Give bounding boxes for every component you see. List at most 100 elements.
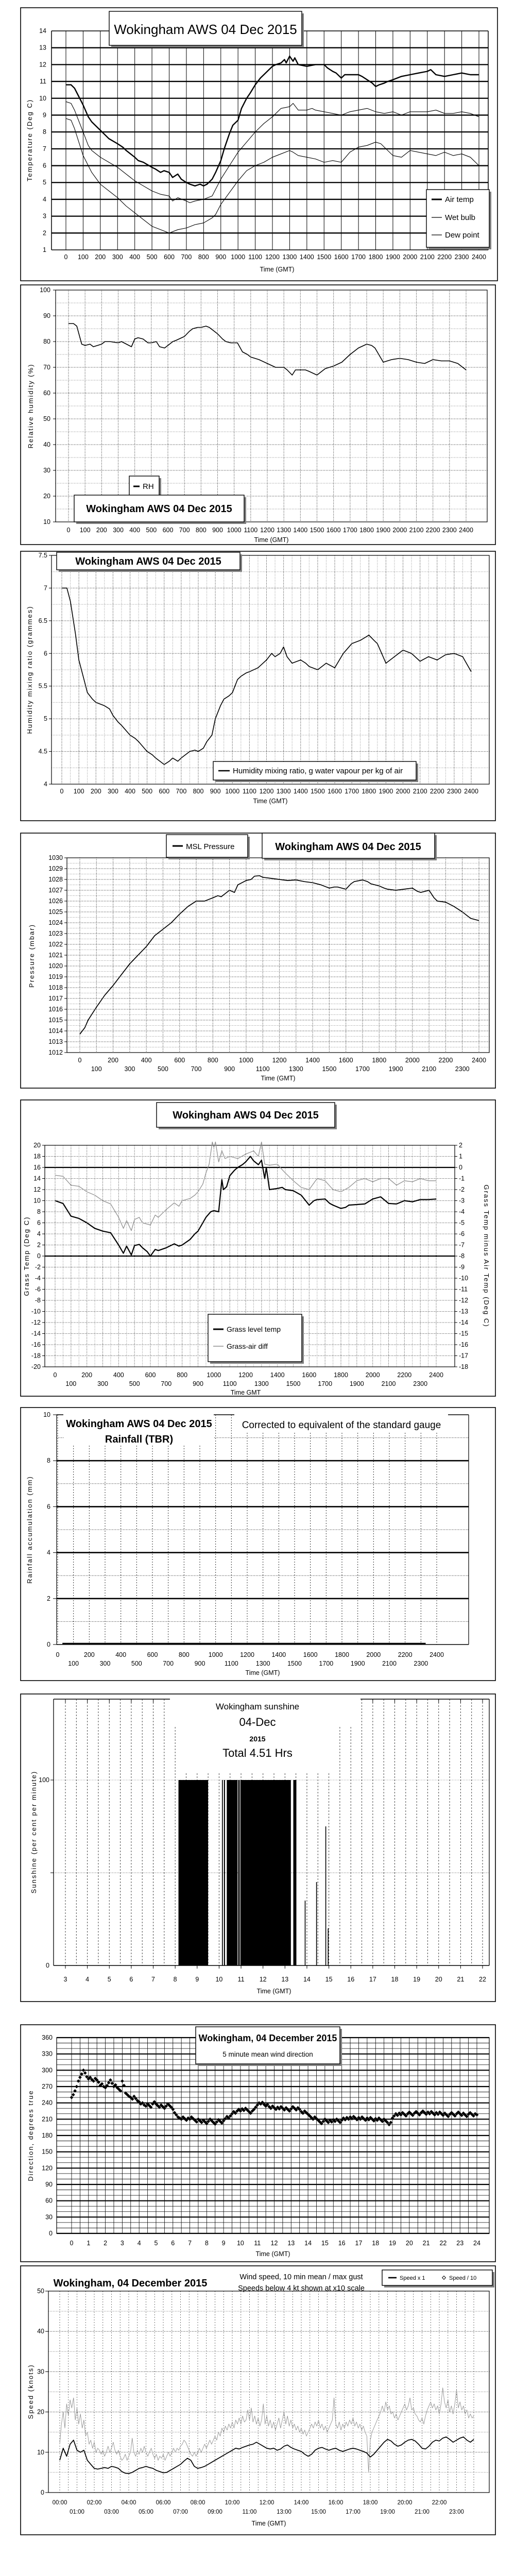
svg-text:Grass level temp: Grass level temp bbox=[227, 1325, 281, 1333]
svg-text:1500: 1500 bbox=[311, 788, 325, 795]
svg-text:1800: 1800 bbox=[334, 1371, 348, 1379]
svg-text:1900: 1900 bbox=[389, 1065, 403, 1073]
svg-text:600: 600 bbox=[147, 1651, 158, 1658]
svg-text:100: 100 bbox=[80, 527, 91, 534]
svg-text:13: 13 bbox=[281, 1976, 288, 1983]
svg-text:20: 20 bbox=[406, 2240, 413, 2247]
svg-text:21:00: 21:00 bbox=[415, 2509, 430, 2515]
svg-text:1600: 1600 bbox=[339, 1057, 353, 1064]
svg-text:40: 40 bbox=[43, 441, 50, 448]
svg-text:600: 600 bbox=[174, 1057, 185, 1064]
svg-text:2300: 2300 bbox=[414, 1660, 428, 1667]
svg-text:-10: -10 bbox=[459, 1275, 468, 1282]
svg-text:2300: 2300 bbox=[455, 253, 469, 261]
svg-text:2100: 2100 bbox=[409, 527, 424, 534]
svg-text:5: 5 bbox=[108, 1976, 111, 1983]
svg-text:23: 23 bbox=[456, 2240, 464, 2247]
svg-text:1300: 1300 bbox=[283, 253, 297, 261]
svg-text:Time (GMT): Time (GMT) bbox=[256, 2250, 290, 2258]
svg-text:1600: 1600 bbox=[303, 1651, 318, 1658]
svg-text:2: 2 bbox=[43, 229, 46, 236]
svg-text:0: 0 bbox=[54, 1371, 57, 1379]
svg-text:4: 4 bbox=[85, 1976, 89, 1983]
svg-text:300: 300 bbox=[100, 1660, 111, 1667]
svg-text:Humidity mixing ratio, g water: Humidity mixing ratio, g water vapour pe… bbox=[233, 767, 403, 775]
svg-text:1021: 1021 bbox=[48, 952, 63, 959]
svg-text:1700: 1700 bbox=[355, 1065, 370, 1073]
svg-text:Wind speed, 10 min mean / max: Wind speed, 10 min mean / max gust bbox=[239, 2273, 363, 2281]
svg-text:2: 2 bbox=[37, 1242, 41, 1249]
svg-text:06:00: 06:00 bbox=[156, 2500, 171, 2506]
svg-text:1800: 1800 bbox=[362, 788, 376, 795]
svg-text:1200: 1200 bbox=[265, 253, 280, 261]
svg-text:1400: 1400 bbox=[270, 1371, 285, 1379]
svg-text:Time (GMT): Time (GMT) bbox=[254, 536, 289, 544]
svg-text:900: 900 bbox=[193, 1380, 203, 1387]
svg-text:1600: 1600 bbox=[328, 788, 342, 795]
svg-text:1022: 1022 bbox=[48, 941, 63, 948]
svg-text:2100: 2100 bbox=[382, 1660, 397, 1667]
svg-text:2100: 2100 bbox=[420, 253, 435, 261]
svg-text:Grass Temp minus Air Temp (Deg: Grass Temp minus Air Temp (Deg C) bbox=[483, 1184, 490, 1327]
svg-text:2200: 2200 bbox=[437, 253, 452, 261]
svg-text:2400: 2400 bbox=[464, 788, 478, 795]
svg-text:1100: 1100 bbox=[223, 1380, 237, 1387]
svg-text:2100: 2100 bbox=[422, 1065, 436, 1073]
svg-text:Rainfall (TBR): Rainfall (TBR) bbox=[105, 1434, 173, 1445]
svg-text:500: 500 bbox=[146, 527, 157, 534]
svg-text:1900: 1900 bbox=[350, 1380, 364, 1387]
svg-text:400: 400 bbox=[125, 788, 135, 795]
svg-text:800: 800 bbox=[179, 1651, 190, 1658]
svg-text:210: 210 bbox=[42, 2115, 53, 2123]
svg-text:2200: 2200 bbox=[430, 788, 444, 795]
svg-text:1300: 1300 bbox=[277, 527, 291, 534]
svg-text:8: 8 bbox=[205, 2240, 209, 2247]
svg-text:7: 7 bbox=[43, 145, 46, 152]
svg-text:700: 700 bbox=[163, 1660, 174, 1667]
svg-text:15: 15 bbox=[321, 2240, 329, 2247]
svg-text:1900: 1900 bbox=[351, 1660, 365, 1667]
svg-text:360: 360 bbox=[42, 2034, 53, 2041]
svg-text:0: 0 bbox=[47, 1641, 50, 1648]
svg-text:0: 0 bbox=[70, 2240, 74, 2247]
svg-text:1018: 1018 bbox=[48, 984, 63, 991]
svg-text:11: 11 bbox=[238, 1976, 245, 1983]
svg-text:400: 400 bbox=[141, 1057, 152, 1064]
svg-text:18: 18 bbox=[372, 2240, 379, 2247]
svg-text:-12: -12 bbox=[31, 1319, 41, 1326]
svg-text:30: 30 bbox=[37, 2368, 44, 2375]
svg-text:0: 0 bbox=[46, 1962, 49, 1969]
svg-text:200: 200 bbox=[84, 1651, 95, 1658]
svg-text:6: 6 bbox=[129, 1976, 133, 1983]
svg-text:Time (GMT): Time (GMT) bbox=[253, 798, 288, 805]
svg-text:20:00: 20:00 bbox=[398, 2500, 413, 2506]
svg-text:14: 14 bbox=[304, 2240, 312, 2247]
svg-text:1500: 1500 bbox=[310, 527, 324, 534]
svg-text:1000: 1000 bbox=[207, 1371, 221, 1379]
svg-text:90: 90 bbox=[43, 312, 50, 319]
svg-text:1400: 1400 bbox=[300, 253, 314, 261]
svg-text:Grass Temp (Deg C): Grass Temp (Deg C) bbox=[23, 1216, 30, 1296]
svg-text:30: 30 bbox=[43, 467, 50, 474]
svg-text:1100: 1100 bbox=[248, 253, 262, 261]
svg-text:6.5: 6.5 bbox=[39, 617, 47, 624]
svg-text:70: 70 bbox=[43, 364, 50, 371]
svg-text:200: 200 bbox=[108, 1057, 118, 1064]
svg-text:2000: 2000 bbox=[396, 788, 410, 795]
svg-text:700: 700 bbox=[191, 1065, 202, 1073]
svg-text:300: 300 bbox=[124, 1065, 135, 1073]
svg-text:-16: -16 bbox=[31, 1341, 41, 1348]
svg-text:700: 700 bbox=[181, 253, 192, 261]
svg-text:330: 330 bbox=[42, 2050, 53, 2058]
svg-text:600: 600 bbox=[163, 527, 174, 534]
svg-text:1600: 1600 bbox=[334, 253, 349, 261]
svg-text:12: 12 bbox=[271, 2240, 278, 2247]
svg-text:22:00: 22:00 bbox=[432, 2500, 447, 2506]
svg-text:-9: -9 bbox=[459, 1264, 465, 1271]
svg-text:1800: 1800 bbox=[369, 253, 383, 261]
svg-text:-4: -4 bbox=[459, 1208, 465, 1215]
svg-text:17: 17 bbox=[369, 1976, 376, 1983]
svg-text:7: 7 bbox=[44, 584, 47, 591]
svg-text:1500: 1500 bbox=[287, 1660, 302, 1667]
svg-text:0: 0 bbox=[49, 2230, 53, 2237]
